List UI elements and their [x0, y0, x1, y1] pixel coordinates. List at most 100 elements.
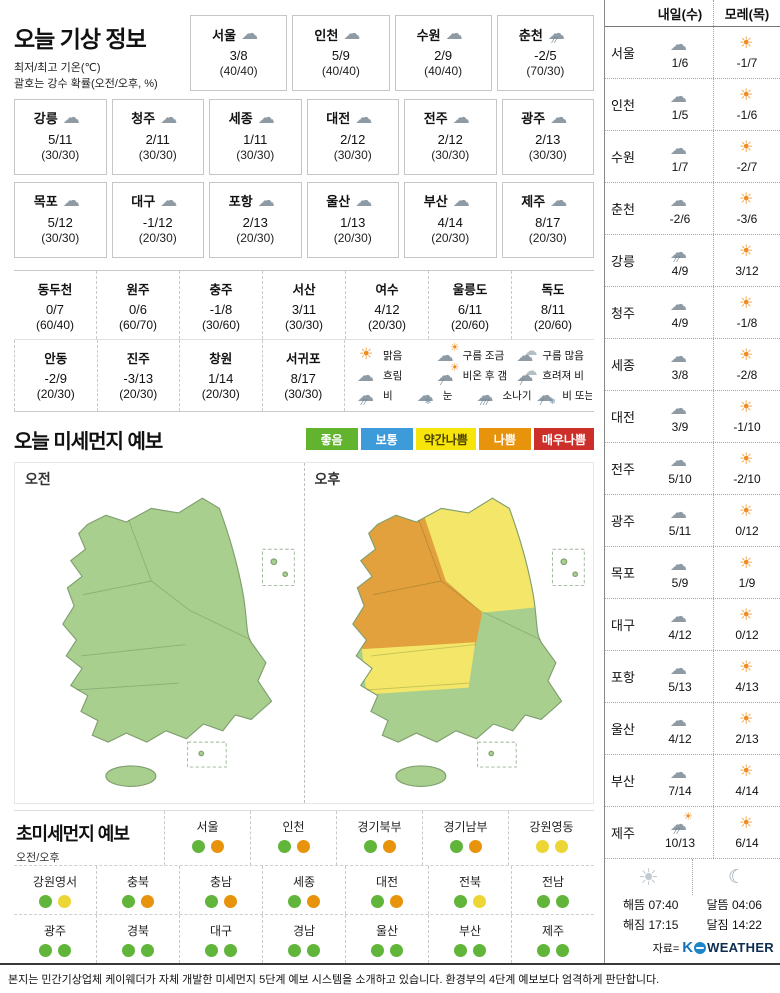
forecast-day-after: ☀ -1/8 [713, 287, 780, 338]
cloud-icon: ☁ [241, 24, 259, 43]
dust-region-cell: 대구 [179, 915, 262, 963]
rain-sun-icon: ☀ ☁ ⁄⁄ [670, 811, 693, 836]
sidebar-city-row: 세종 ☁ 3/8 ☀ -2/8 [605, 339, 780, 391]
sidebar-city-name: 제주 [611, 826, 635, 841]
dust-region-cell: 경기북부 [336, 811, 422, 865]
region-name: 충남 [209, 875, 233, 889]
dust-region-cell: 전북 [428, 866, 511, 914]
sun-icon: ☀ [739, 399, 754, 416]
temp-range: -2/9 [44, 370, 67, 386]
city-name: 수원 [416, 27, 441, 43]
dust-region-cell: 세종 [262, 866, 345, 914]
legend-item: ☁ ☁ ⁄ 흐려져 비 [512, 364, 592, 387]
forecast-tomorrow: ☁ 4/12 [647, 599, 713, 650]
sidebar-city-row: 제주 ☀ ☁ ⁄⁄ 10/13 ☀ 6/14 [605, 807, 780, 859]
precip-prob: (30/30) [138, 147, 177, 162]
city-weather-box: 포항 ☁ 2/13 (20/30) [209, 181, 302, 258]
sidebar-city-name: 강릉 [611, 254, 635, 269]
moon-cell: ☾ [692, 859, 780, 895]
south-islands-inset [187, 741, 227, 768]
city-name: 안동 [44, 351, 68, 366]
precip-prob: (40/40) [219, 64, 258, 78]
sun-cloud-icon: ☀ ☁ [436, 341, 460, 365]
precip-prob: (30/30) [528, 147, 567, 162]
dust-dot-pm [468, 840, 482, 853]
temp-range: 2/12 [437, 131, 463, 147]
forecast-day-after: ☀ -1/6 [713, 79, 780, 130]
dust-level-chip: 보통 [360, 428, 413, 451]
legend-label: 흐림 [383, 370, 403, 383]
moon-icon: ☾ [727, 866, 746, 888]
cloud-icon: ☁ [670, 139, 687, 158]
temp-range: 1/13 [340, 214, 366, 230]
precip-prob: (70/30) [526, 64, 565, 78]
region-name: 광주 [43, 924, 67, 938]
region-name: 경남 [292, 924, 316, 938]
forecast-day-after: ☀ -2/8 [713, 339, 780, 390]
forecast-tomorrow: ☁ 5/9 [647, 547, 713, 598]
temp-day-after: 3/12 [735, 264, 759, 278]
temp-range: -3/13 [123, 370, 154, 386]
city-weather-box: 대전 ☁ 2/12 (30/30) [306, 98, 399, 175]
cloud-icon: ☁ [670, 711, 687, 730]
sun-icon: ☀ [638, 863, 659, 890]
temp-day-after: 4/14 [735, 784, 759, 798]
cloud-icon: ☁ [160, 107, 178, 127]
forecast-day-after: ☀ 0/12 [713, 495, 780, 546]
temp-day-after: 0/12 [735, 628, 759, 642]
dust-dot-pm [556, 895, 569, 908]
region-name: 강원영서 [32, 875, 78, 889]
sidebar-city-row: 서울 ☁ 1/6 ☀ -1/7 [605, 27, 780, 79]
dust-level-chip: 매우나쁨 [533, 428, 594, 451]
city-weather-box: 부산 ☁ 4/14 (20/30) [404, 181, 497, 258]
precip-prob: (60/70) [118, 317, 158, 332]
temp-day-after: -3/6 [736, 212, 758, 226]
sidebar-city-row: 울산 ☁ 4/12 ☀ 2/13 [605, 703, 780, 755]
ultrafine-dust-section: 초미세먼지 예보 오전/오후 서울 인천 경기북부 경기남부 강원영동 강원영서 충북 충남… [14, 810, 594, 963]
precip-prob: (20/30) [431, 230, 470, 245]
dust-dot-am [277, 840, 291, 853]
region-name: 전북 [458, 875, 482, 889]
sidebar-city-spacer [605, 0, 647, 26]
extra-city-row-1: 동두천 0/7 (60/40) 원주 0/6 (60/70) 충주 -1/8 (30/60) 서산… [14, 270, 594, 339]
legend-item: ☀ 맑음 [353, 346, 433, 366]
sidebar-city-name: 수원 [611, 150, 635, 165]
sun-icon: ☀ [739, 555, 754, 572]
sidebar-city-row: 광주 ☁ 5/11 ☀ 0/12 [605, 495, 780, 547]
cloud-icon: ☁ [670, 555, 687, 574]
temp-range: 2/13 [242, 214, 268, 230]
dust-region-cell: 전남 [511, 866, 594, 914]
page-title: 오늘 기상 정보 [14, 26, 147, 52]
temp-day-after: -2/7 [736, 160, 758, 174]
sun-icon: ☀ [739, 503, 754, 520]
map-pm-label: 오후 [314, 470, 341, 487]
temp-tomorrow: 3/8 [671, 368, 689, 382]
city-name: 광주 [521, 111, 546, 127]
extra-city-cell: 안동 -2/9 (20/30) [14, 339, 97, 411]
temp-range: 5/9 [331, 48, 350, 63]
city-weather-box: 대구 ☁ -1/12 (20/30) [111, 181, 204, 258]
precip-prob: (20/30) [528, 230, 567, 245]
forecast-tomorrow: ☁ 5/11 [647, 495, 713, 546]
cloud-icon: ☁ [160, 190, 178, 210]
city-name: 전주 [423, 111, 448, 127]
temp-day-after: 0/12 [735, 524, 759, 538]
rain-icon: ☁ ⁄⁄ [547, 24, 565, 45]
main-column: 오늘 기상 정보 최저/최고 기온(℃) 괄호는 강수 확률(오전/오후, %)… [14, 15, 594, 963]
forecast-day-after: ☀ 3/12 [713, 235, 780, 286]
city-weather-box: 수원 ☁ 2/9 (40/40) [394, 15, 492, 91]
temp-range: -1/12 [142, 214, 173, 230]
dust-dot-am [122, 944, 135, 957]
city-name: 대구 [131, 194, 156, 210]
sun-icon: ☀ [739, 87, 754, 104]
cloud-icon: ☁ [257, 190, 275, 210]
legend-label: 흐려져 비 [542, 370, 584, 383]
sun-icon: ☀ [739, 191, 754, 208]
precip-prob: (30/30) [333, 147, 372, 162]
logo-k: K [682, 939, 694, 956]
extra-city-cell: 서귀포 8/17 (30/30) [261, 339, 345, 411]
temp-range: 8/11 [540, 301, 566, 317]
extra-city-row-2-wrap: 안동 -2/9 (20/30) 진주 -3/13 (20/30) 창원 1/14 (20/30)… [14, 338, 594, 411]
dust-level-chip: 약간나쁨 [415, 428, 476, 451]
temp-tomorrow: 5/10 [668, 472, 692, 486]
